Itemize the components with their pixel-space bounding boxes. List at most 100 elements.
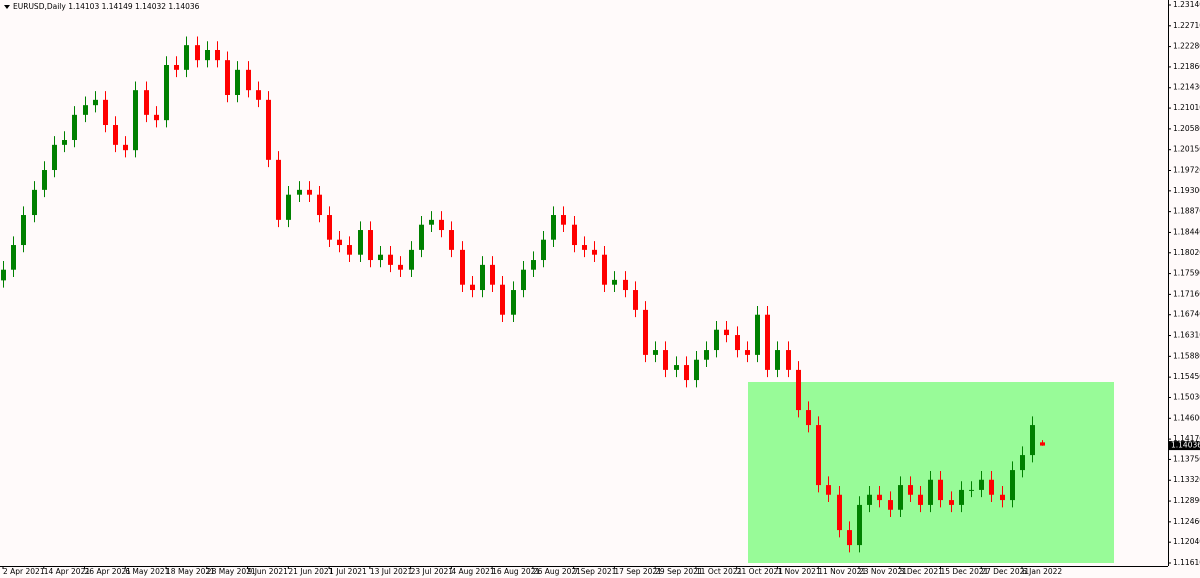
candle-body (959, 489, 964, 505)
x-tick-label: 23 Jul 2021 (411, 567, 454, 576)
candle-body (480, 264, 485, 291)
candle-body (52, 144, 57, 171)
x-tick-label: 1 Jul 2021 (329, 567, 367, 576)
candle-body (113, 125, 118, 145)
y-tick-label: 1.18440 (1173, 227, 1200, 236)
candle-body (500, 284, 505, 315)
candle-body (286, 194, 291, 220)
x-tick-label: 9 Jun 2021 (248, 567, 289, 576)
candle-body (684, 365, 689, 381)
candle-body (1, 269, 6, 281)
x-tick-label: 4 Aug 2021 (451, 567, 494, 576)
candle-body (694, 359, 699, 381)
candle-body (378, 254, 383, 261)
chart-title: EURUSD,Daily 1.14103 1.14149 1.14032 1.1… (13, 2, 200, 11)
candle-body (1010, 470, 1015, 501)
x-tick-label: 6 May 2021 (125, 567, 169, 576)
y-tick-label: 1.12040 (1173, 537, 1200, 546)
candle-body (368, 230, 373, 261)
x-tick-label: 23 Nov 2021 (859, 567, 907, 576)
x-tick-label: 13 Jul 2021 (370, 567, 413, 576)
candle-body (837, 494, 842, 531)
x-tick-label: 27 Dec 2021 (981, 567, 1029, 576)
y-tick-label: 1.20580 (1173, 124, 1200, 133)
y-tick-label: 1.22280 (1173, 42, 1200, 51)
x-tick-label: 21 Jun 2021 (288, 567, 333, 576)
x-tick-label: 2 Apr 2021 (3, 567, 45, 576)
candle-body (816, 425, 821, 486)
y-tick-label: 1.12890 (1173, 496, 1200, 505)
candle-body (235, 69, 240, 96)
candle-body (32, 189, 37, 216)
candle-body (409, 249, 414, 270)
candle-body (786, 350, 791, 370)
candle-body (531, 260, 536, 270)
candle-body (898, 485, 903, 510)
x-tick-label: 17 Sep 2021 (614, 567, 662, 576)
y-tick-label: 1.21860 (1173, 62, 1200, 71)
x-tick-label: 26 Apr 2021 (85, 567, 132, 576)
y-tick-label: 1.16310 (1173, 331, 1200, 340)
x-tick-label: 3 Dec 2021 (900, 567, 943, 576)
y-tick-label: 1.15030 (1173, 392, 1200, 401)
candle-body (93, 99, 98, 106)
candle-body (612, 279, 617, 285)
candle-layer (1, 36, 1045, 553)
candle-body (327, 215, 332, 240)
y-tick-label: 1.18870 (1173, 207, 1200, 216)
candle-body (266, 99, 271, 160)
x-tick-label: 1 Nov 2021 (777, 567, 820, 576)
candle-body (42, 170, 47, 190)
candle-body (205, 49, 210, 61)
x-tick-label: 18 May 2021 (166, 567, 215, 576)
candle-body (1020, 455, 1025, 471)
candle-body (1030, 425, 1035, 456)
x-tick-label: 21 Oct 2021 (737, 567, 784, 576)
y-tick-label: 1.14170 (1173, 434, 1200, 443)
candle-body (62, 140, 67, 145)
candle-body (184, 45, 189, 70)
candle-body (439, 219, 444, 231)
y-tick-label: 1.17160 (1173, 289, 1200, 298)
y-tick-label: 1.16740 (1173, 310, 1200, 319)
candle-body (877, 494, 882, 501)
candle-body (388, 254, 393, 265)
candle-body (470, 284, 475, 291)
candle-body (623, 279, 628, 291)
menu-icon (4, 5, 10, 9)
candle-body (826, 485, 831, 495)
candle-body (347, 245, 352, 255)
candle-body (745, 350, 750, 355)
candle-body (521, 269, 526, 291)
candle-body (511, 290, 516, 315)
candle-body (317, 194, 322, 216)
candle-body (174, 64, 179, 70)
candle-body (337, 239, 342, 246)
candle-body (256, 90, 261, 100)
candle-body (857, 504, 862, 546)
candle-body (633, 290, 638, 310)
candle-body (867, 494, 872, 505)
y-tick-label: 1.11610 (1173, 558, 1200, 567)
x-tick-label: 6 Jan 2022 (1022, 567, 1062, 576)
candle-body (775, 350, 780, 370)
x-tick-label: 7 Sep 2021 (574, 567, 617, 576)
candle-body (133, 90, 138, 151)
x-tick-label: 28 May 2021 (207, 567, 256, 576)
candle-body (225, 60, 230, 96)
candle-body (806, 410, 811, 426)
candle-body (908, 485, 913, 495)
candle-body (724, 329, 729, 336)
y-tick-label: 1.19300 (1173, 186, 1200, 195)
candle-body (276, 159, 281, 220)
y-tick-label: 1.19720 (1173, 166, 1200, 175)
candle-body (643, 309, 648, 355)
candle-body (989, 479, 994, 495)
candle-body (541, 239, 546, 261)
x-tick-label: 29 Sep 2021 (655, 567, 703, 576)
y-tick-label: 1.14600 (1173, 413, 1200, 422)
candle-body (714, 329, 719, 351)
candle-body (195, 45, 200, 61)
candle-body (765, 314, 770, 370)
